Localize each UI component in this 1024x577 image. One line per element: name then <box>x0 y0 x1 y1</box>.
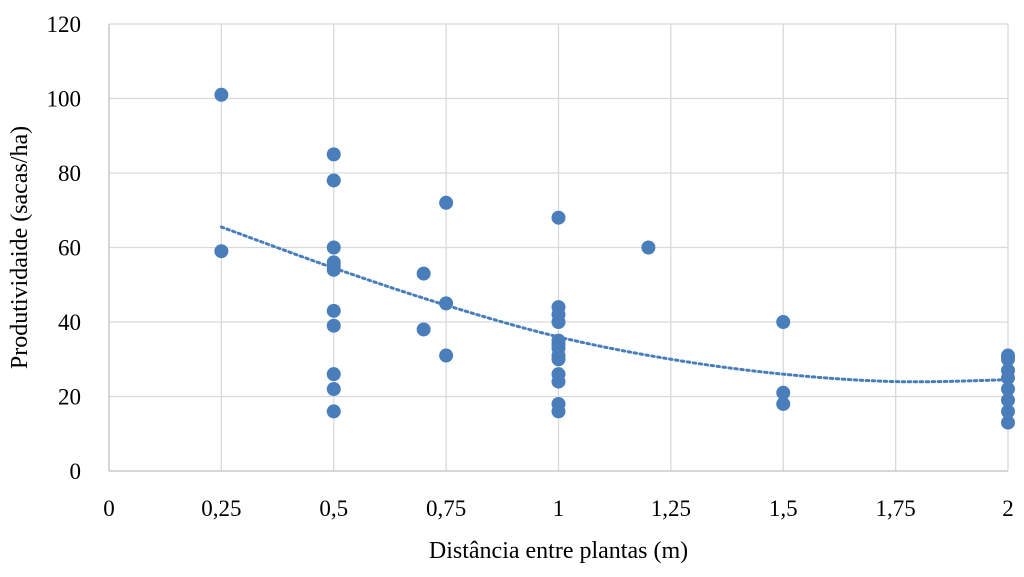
data-point <box>326 367 341 382</box>
y-axis-title: Produtividaide (sacas/ha) <box>7 126 33 369</box>
data-point <box>326 318 341 333</box>
data-point <box>416 322 431 337</box>
data-point <box>776 396 791 411</box>
axes <box>108 24 1008 472</box>
data-point <box>326 404 341 419</box>
data-point <box>1001 352 1015 367</box>
data-points <box>214 87 1015 430</box>
data-point <box>551 210 566 225</box>
x-tick-label: 2 <box>1002 496 1014 521</box>
data-point <box>326 240 341 255</box>
data-point <box>1001 415 1015 430</box>
x-tick-label: 1 <box>553 496 565 521</box>
data-point <box>326 173 341 188</box>
x-tick-label: 0,25 <box>201 496 241 521</box>
x-axis-title: Distância entre plantas (m) <box>429 538 688 564</box>
data-point <box>551 374 566 389</box>
x-tick-label: 0 <box>103 496 115 521</box>
data-point <box>776 315 791 329</box>
data-point <box>214 87 229 102</box>
data-point <box>326 147 341 162</box>
data-point <box>551 352 566 367</box>
data-point <box>326 382 341 397</box>
data-point <box>1001 393 1015 408</box>
tick-labels: 0 20 40 60 80 100 120 0 0,25 0,5 0,75 1 1,25 1,5 1,75 2 <box>47 12 1014 521</box>
data-point <box>439 195 454 210</box>
data-point <box>551 315 566 329</box>
y-tick-label: 20 <box>58 385 81 410</box>
data-point <box>326 262 341 277</box>
y-tick-label: 60 <box>58 236 81 261</box>
x-tick-label: 0,5 <box>319 496 348 521</box>
data-point <box>641 240 656 255</box>
y-tick-label: 120 <box>47 12 82 37</box>
x-tick-label: 1,75 <box>876 496 916 521</box>
x-tick-label: 1,5 <box>769 496 798 521</box>
x-tick-label: 0,75 <box>426 496 466 521</box>
data-point <box>416 266 431 281</box>
y-tick-label: 0 <box>70 459 82 484</box>
y-tick-label: 100 <box>47 87 82 112</box>
trendline-layer <box>219 225 1010 384</box>
x-tick-label: 1,25 <box>651 496 691 521</box>
data-point <box>1001 370 1015 385</box>
trendline <box>219 225 1010 384</box>
data-point <box>214 244 229 259</box>
data-point <box>1001 382 1015 397</box>
data-point <box>439 296 454 311</box>
data-point <box>326 303 341 318</box>
data-point <box>776 385 791 400</box>
y-tick-label: 80 <box>58 161 81 186</box>
data-point <box>439 348 454 363</box>
data-point <box>1001 404 1015 419</box>
data-point <box>551 404 566 419</box>
y-tick-label: 40 <box>58 310 81 335</box>
